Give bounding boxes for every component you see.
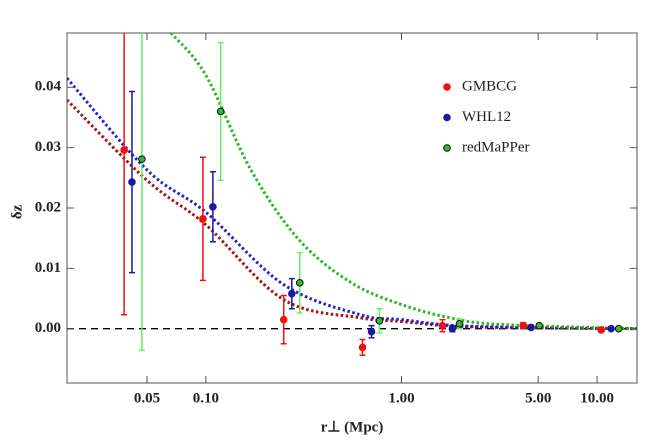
data-point xyxy=(128,178,136,186)
data-point xyxy=(367,327,376,336)
data-point xyxy=(375,317,384,325)
fit-curve xyxy=(67,98,637,331)
data-point xyxy=(279,315,288,324)
data-point xyxy=(527,323,535,332)
data-point xyxy=(597,326,606,334)
legend-marker xyxy=(443,83,451,91)
data-point xyxy=(448,324,457,333)
y-tick-label: 0.04 xyxy=(35,79,62,95)
data-point xyxy=(519,321,527,330)
error-bar xyxy=(121,33,128,316)
legend: GMBCG WHL12 redMaPPer xyxy=(443,78,530,155)
data-point xyxy=(438,321,447,330)
x-tick-label: 0.05 xyxy=(134,390,160,406)
y-axis-label: δz xyxy=(9,204,25,219)
data-point xyxy=(295,279,304,287)
x-tick-label: 1.00 xyxy=(388,390,414,406)
data-point xyxy=(288,289,296,298)
data-point xyxy=(199,215,207,223)
data-point xyxy=(138,155,146,163)
y-tick-label: 0.03 xyxy=(35,139,61,155)
error-bar xyxy=(138,33,145,352)
data-point xyxy=(535,321,544,330)
x-tick-label: 0.10 xyxy=(193,390,219,406)
legend-marker xyxy=(443,144,451,152)
x-tick-label: 10.00 xyxy=(580,390,614,406)
legend-marker xyxy=(443,113,451,122)
data-point xyxy=(614,324,623,333)
legend-label: redMaPPer xyxy=(462,139,530,155)
data-point xyxy=(358,343,367,352)
data-point xyxy=(209,202,217,211)
data-point xyxy=(607,324,615,333)
y-tick-label: 0.02 xyxy=(35,199,61,215)
legend-label: GMBCG xyxy=(462,78,517,94)
x-axis-label: r⊥ (Mpc) xyxy=(321,419,384,435)
y-tick-label: 0.00 xyxy=(35,320,61,336)
data-point xyxy=(120,146,128,154)
fit-curve xyxy=(67,77,637,331)
plot-area xyxy=(67,33,637,356)
fit-curve xyxy=(169,33,637,331)
x-tick-label: 5.00 xyxy=(525,390,551,406)
legend-label: WHL12 xyxy=(462,109,511,125)
data-point xyxy=(455,320,464,328)
plot-frame xyxy=(66,32,638,384)
data-point xyxy=(216,107,225,116)
y-tick-label: 0.01 xyxy=(35,260,61,276)
